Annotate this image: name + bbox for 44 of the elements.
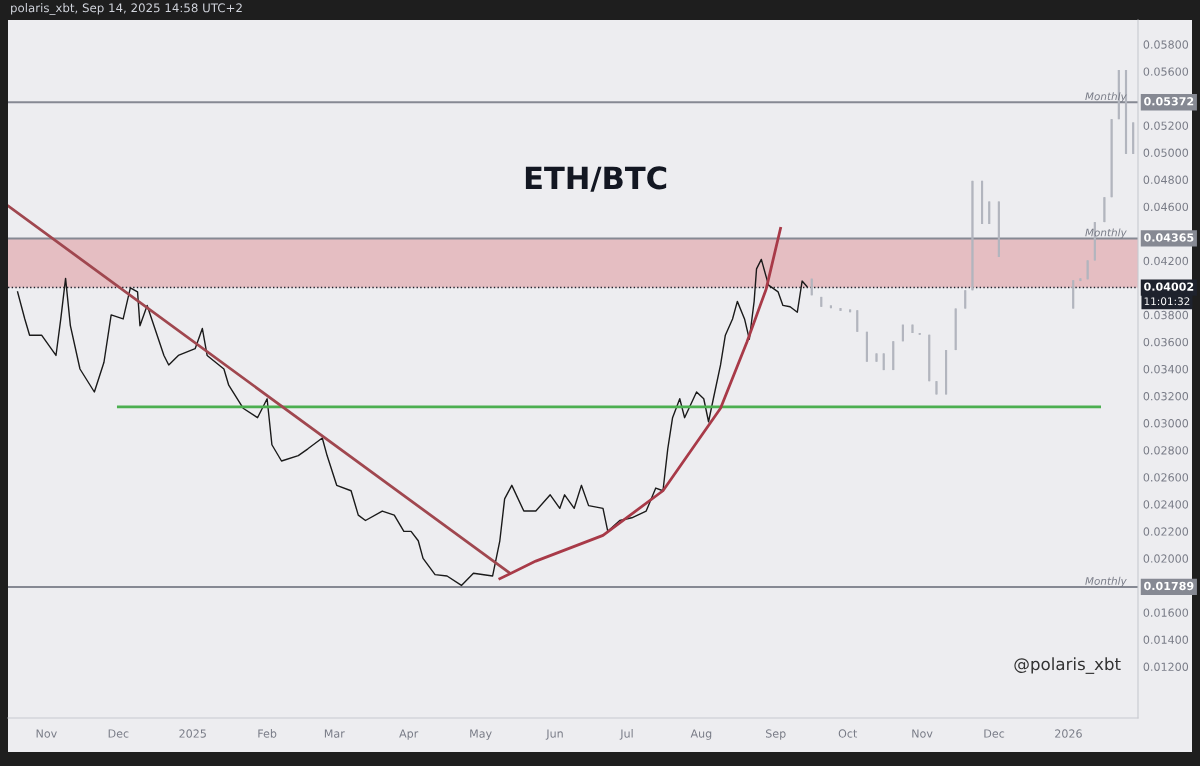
x-tick-label: Dec [984,729,1005,738]
y-tick-label: 0.04200 [1143,256,1189,266]
y-tick-label: 0.03000 [1143,419,1189,428]
annotation: 0.04365 [1144,233,1194,242]
annotation: @polaris_xbt [1014,657,1121,674]
x-tick-label: Nov [912,729,933,738]
y-tick-label: 0.04600 [1143,202,1189,212]
annotation: 0.01789 [1144,581,1194,591]
y-tick-label: 0.02400 [1143,500,1189,509]
x-tick-label: Oct [838,729,858,738]
y-tick-label: 0.05800 [1143,40,1189,49]
x-tick-label: May [470,729,492,740]
x-tick-label: Jul [619,729,633,740]
y-tick-label: 0.05600 [1143,67,1189,76]
text: ETH/BTC [525,166,667,192]
x-tick-label: Sep [765,729,786,740]
text: polaris_xbt, Sep 14, 2025 14:58 UTC+2 [11,3,242,15]
annotation: 0.04002 [1144,282,1194,291]
x-tick-label: Feb [258,729,277,738]
y-tick-label: 0.02200 [1143,527,1189,536]
y-tick-label: 0.03800 [1143,310,1189,320]
x-tick-label: 2026 [1055,729,1082,738]
x-tick-label: 2025 [179,729,206,738]
x-tick-label: Nov [36,729,57,738]
y-tick-label: 0.01600 [1143,608,1189,617]
x-tick-label: Dec [108,729,129,738]
y-tick-label: 0.02800 [1143,446,1189,455]
x-tick-label: Apr [399,729,419,740]
annotation: 0.05372 [1144,97,1194,106]
x-tick-label: Jun [545,729,563,740]
ref-line-label: Monthly [1085,576,1127,587]
y-tick-label: 0.03200 [1143,392,1189,401]
y-tick-label: 0.04800 [1143,175,1189,184]
x-tick-label: Mar [324,729,345,738]
y-tick-label: 0.03400 [1143,364,1189,374]
y-tick-label: 0.05200 [1143,121,1189,130]
y-tick-label: 0.03600 [1143,337,1189,347]
y-tick-label: 0.02000 [1143,554,1189,563]
x-tick-label: Aug [690,729,712,740]
y-tick-label: 0.02600 [1143,473,1189,482]
y-tick-label: 0.01200 [1143,662,1189,671]
text: 11:01:32 [1144,297,1190,306]
y-tick-label: 0.01400 [1143,635,1189,644]
y-tick-label: 0.05000 [1143,148,1189,157]
